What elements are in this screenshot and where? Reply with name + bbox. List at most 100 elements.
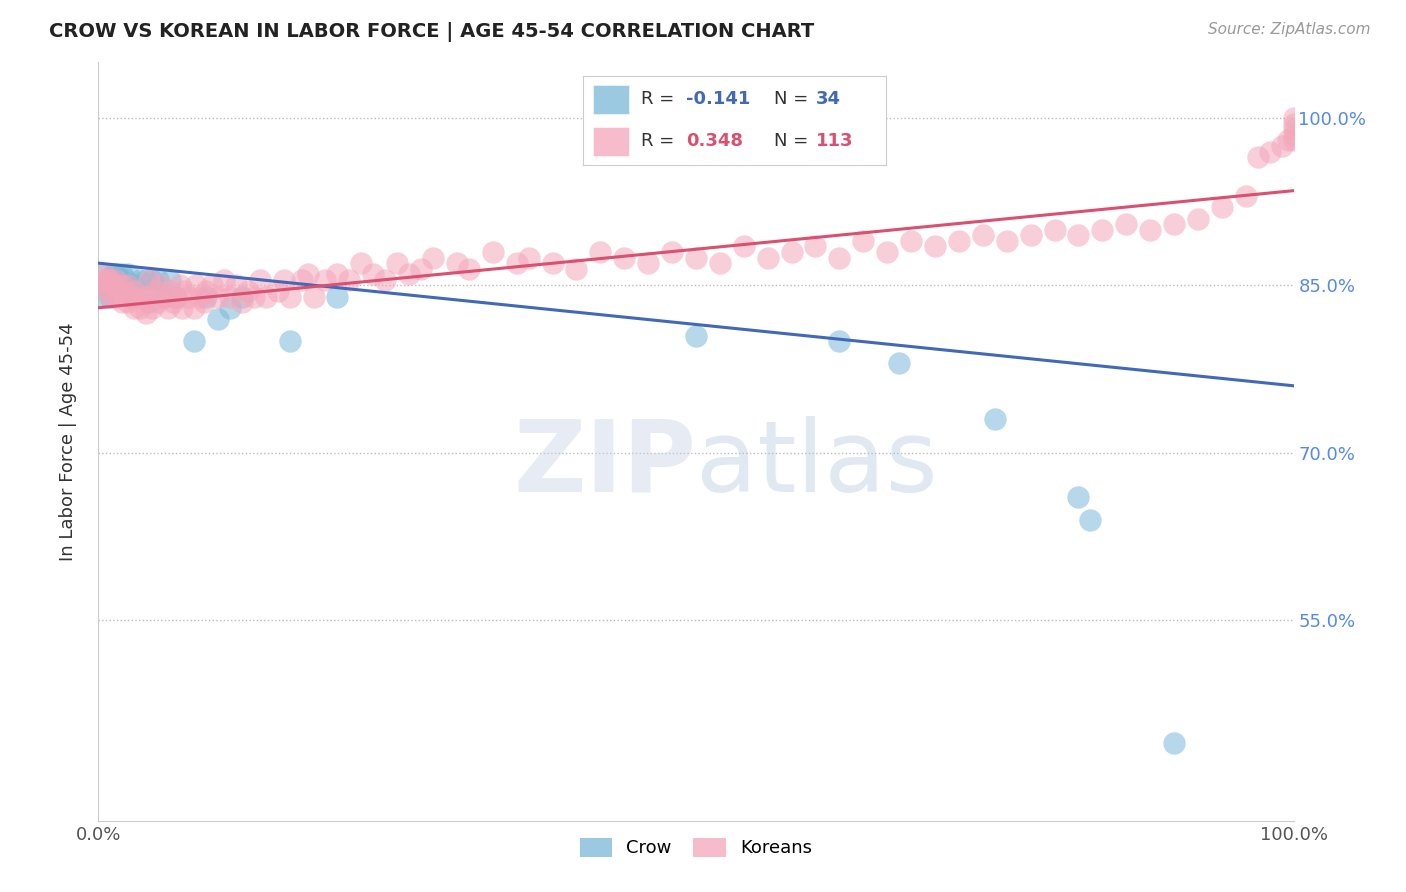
Point bbox=[156, 301, 179, 315]
Point bbox=[236, 284, 259, 298]
Point bbox=[108, 273, 131, 287]
Point bbox=[315, 273, 337, 287]
Legend: Crow, Koreans: Crow, Koreans bbox=[572, 830, 820, 864]
Point bbox=[101, 278, 124, 293]
Point bbox=[243, 290, 266, 304]
Point bbox=[278, 334, 301, 349]
Point bbox=[183, 301, 205, 315]
Point bbox=[1115, 217, 1137, 231]
Point bbox=[291, 273, 314, 287]
Point bbox=[1277, 133, 1299, 147]
Point bbox=[1282, 117, 1305, 131]
Point bbox=[124, 301, 146, 315]
Point bbox=[183, 334, 205, 349]
Point bbox=[1080, 512, 1102, 526]
Point bbox=[995, 234, 1018, 248]
Point bbox=[101, 268, 124, 282]
Point bbox=[363, 268, 385, 282]
Point bbox=[1282, 112, 1305, 126]
Bar bbox=[592, 85, 628, 114]
Point bbox=[458, 261, 481, 276]
Point bbox=[254, 290, 277, 304]
Point bbox=[141, 301, 163, 315]
Point bbox=[924, 239, 946, 253]
Point bbox=[709, 256, 731, 270]
Point bbox=[225, 278, 247, 293]
Point bbox=[517, 251, 540, 265]
Point bbox=[159, 284, 181, 298]
Point bbox=[828, 334, 851, 349]
Point bbox=[1067, 228, 1090, 243]
Point bbox=[117, 278, 139, 293]
Point bbox=[93, 278, 115, 293]
Text: 34: 34 bbox=[817, 90, 841, 109]
Point bbox=[173, 284, 195, 298]
Point bbox=[114, 273, 136, 287]
Point bbox=[326, 268, 349, 282]
Text: Source: ZipAtlas.com: Source: ZipAtlas.com bbox=[1208, 22, 1371, 37]
Point bbox=[117, 268, 139, 282]
Point bbox=[129, 301, 152, 315]
Point bbox=[889, 356, 911, 371]
Point bbox=[339, 273, 361, 287]
Point bbox=[446, 256, 468, 270]
Point bbox=[207, 312, 229, 326]
Point bbox=[589, 244, 612, 259]
Point bbox=[385, 256, 409, 270]
Point bbox=[1282, 122, 1305, 136]
Point bbox=[661, 244, 683, 259]
Point bbox=[201, 278, 224, 293]
Point bbox=[124, 284, 146, 298]
Point bbox=[98, 273, 122, 287]
Text: 0.348: 0.348 bbox=[686, 132, 744, 151]
Point bbox=[117, 278, 139, 293]
Point bbox=[231, 290, 253, 304]
Point bbox=[165, 290, 187, 304]
Point bbox=[900, 234, 922, 248]
Point bbox=[350, 256, 373, 270]
Point bbox=[1091, 223, 1114, 237]
Point bbox=[111, 295, 134, 310]
Point bbox=[565, 261, 588, 276]
Point bbox=[1067, 490, 1090, 504]
Text: ZIP: ZIP bbox=[513, 416, 696, 513]
Point bbox=[98, 290, 122, 304]
Point bbox=[98, 290, 122, 304]
Point bbox=[186, 278, 208, 293]
Point bbox=[188, 290, 211, 304]
Point bbox=[828, 251, 851, 265]
Point bbox=[162, 295, 184, 310]
Point bbox=[637, 256, 659, 270]
Point bbox=[249, 273, 271, 287]
Point bbox=[1187, 211, 1209, 226]
Point bbox=[541, 256, 564, 270]
Point bbox=[124, 278, 146, 293]
Point bbox=[105, 273, 128, 287]
Text: atlas: atlas bbox=[696, 416, 938, 513]
Point bbox=[219, 290, 242, 304]
Point bbox=[1282, 128, 1305, 142]
Point bbox=[1139, 223, 1161, 237]
Point bbox=[1258, 145, 1281, 159]
Point bbox=[984, 412, 1007, 426]
Point bbox=[108, 284, 131, 298]
Point bbox=[117, 295, 139, 310]
Point bbox=[193, 295, 215, 310]
Point bbox=[121, 290, 143, 304]
Point bbox=[149, 278, 172, 293]
Point bbox=[105, 290, 128, 304]
Point bbox=[685, 251, 707, 265]
Point bbox=[207, 290, 229, 304]
Point bbox=[153, 290, 176, 304]
Point bbox=[756, 251, 779, 265]
Point bbox=[876, 244, 898, 259]
Point bbox=[141, 273, 163, 287]
Point bbox=[145, 284, 167, 298]
Point bbox=[1282, 133, 1305, 147]
Point bbox=[685, 328, 707, 343]
Point bbox=[506, 256, 529, 270]
Point bbox=[1234, 189, 1257, 203]
Point bbox=[172, 301, 194, 315]
Point bbox=[422, 251, 444, 265]
Point bbox=[613, 251, 636, 265]
